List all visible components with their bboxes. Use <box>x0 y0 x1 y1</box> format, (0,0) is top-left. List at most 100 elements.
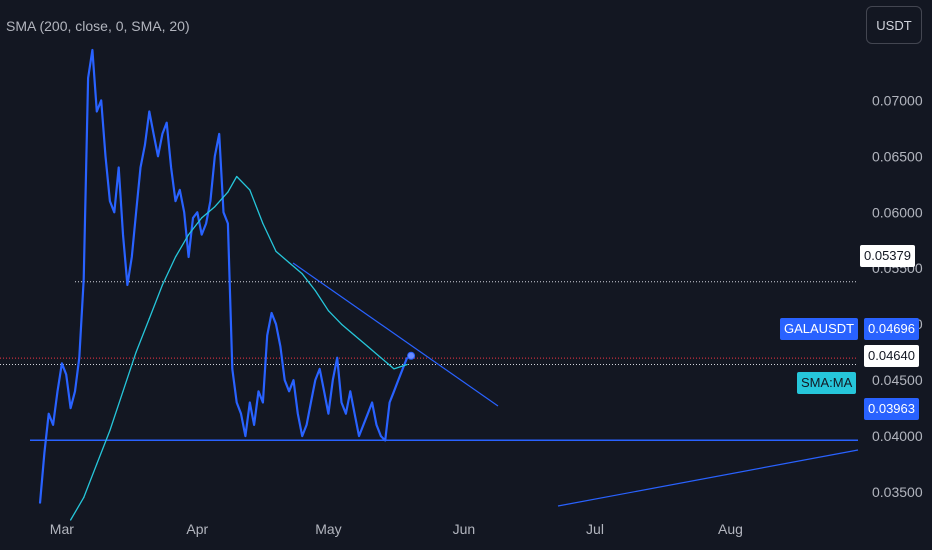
price-point <box>126 284 128 286</box>
price-point <box>336 357 338 359</box>
price-point <box>39 502 41 504</box>
price-point <box>183 211 185 213</box>
price-point <box>139 166 142 169</box>
x-tick-label: Jun <box>453 521 476 537</box>
price-point <box>135 211 137 213</box>
sma-point <box>161 284 163 286</box>
sma-point <box>214 206 216 208</box>
price-point <box>327 413 330 415</box>
price-point <box>227 222 229 225</box>
descending-trendline <box>292 262 499 407</box>
price-point <box>389 401 391 404</box>
y-tick-label: 0.07000 <box>872 92 923 108</box>
x-tick-label: May <box>315 521 341 537</box>
price-point <box>113 211 115 213</box>
price-point <box>305 424 308 426</box>
y-tick-label: 0.06500 <box>872 148 923 164</box>
price-axis: 0.035000.040000.045000.050000.055000.060… <box>872 92 923 500</box>
y-tick-label: 0.06000 <box>872 204 923 220</box>
x-tick-label: Apr <box>186 521 208 537</box>
sma-point <box>340 323 343 325</box>
sma-point <box>227 191 229 193</box>
price-point <box>314 379 316 381</box>
sma-point <box>262 222 264 225</box>
sma-point <box>288 262 290 264</box>
price-point <box>166 122 168 124</box>
price-point <box>262 401 264 404</box>
price-point <box>310 401 312 404</box>
price-point <box>362 424 364 426</box>
drawn-trendlines[interactable] <box>292 262 859 507</box>
sma-point <box>327 310 330 312</box>
price-point <box>402 368 404 370</box>
price-point <box>271 312 273 314</box>
last-price-marker <box>407 351 416 360</box>
price-point <box>201 234 203 236</box>
price-point <box>323 390 325 392</box>
sma-point <box>109 429 111 432</box>
price-point <box>161 133 163 135</box>
price-point <box>52 424 54 426</box>
sma-point <box>96 463 98 465</box>
price-point <box>218 133 220 135</box>
sma-point <box>83 497 85 499</box>
price-point <box>209 200 212 202</box>
price-point <box>240 413 242 415</box>
price-point <box>244 435 246 437</box>
price-point <box>122 234 124 236</box>
price-point <box>83 278 85 281</box>
sma-point <box>236 175 238 178</box>
price-point <box>257 390 260 392</box>
price-point <box>332 379 334 381</box>
price-point <box>157 155 159 157</box>
price-point <box>174 200 177 202</box>
sma-point <box>174 256 177 258</box>
price-point <box>109 200 111 202</box>
price-point <box>205 222 207 225</box>
y-tick-label: 0.03500 <box>872 484 923 500</box>
price-point <box>319 368 321 370</box>
price-point <box>349 390 351 392</box>
price-point <box>153 133 155 135</box>
price-point <box>96 110 98 113</box>
price-point <box>345 413 347 415</box>
sma-point <box>367 345 369 348</box>
x-tick-label: Mar <box>50 521 74 537</box>
price-point <box>61 362 63 364</box>
price-point <box>367 413 369 415</box>
sma-point <box>393 368 395 370</box>
sma-point <box>148 317 150 320</box>
sma-point <box>69 519 72 521</box>
price-point <box>393 390 395 392</box>
sma-series-line <box>70 175 408 521</box>
price-point <box>192 217 194 219</box>
currency-button[interactable]: USDT <box>866 6 922 44</box>
price-series-line <box>38 48 409 504</box>
price-point <box>65 373 67 376</box>
sma-point <box>201 217 203 219</box>
sma-point <box>380 357 382 359</box>
sma-point <box>122 390 124 392</box>
price-point <box>104 155 107 157</box>
price-label-support: 0.03963 <box>864 398 919 420</box>
horizontal-level-lines <box>0 281 858 441</box>
price-point <box>292 379 295 381</box>
sma-point <box>406 363 408 366</box>
price-point <box>358 435 360 437</box>
price-point <box>56 390 59 392</box>
price-point <box>118 166 120 169</box>
indicator-legend[interactable]: SMA (200, close, 0, SMA, 20) <box>6 18 190 34</box>
series-group <box>38 48 416 521</box>
price-point <box>187 256 190 258</box>
price-point <box>87 77 89 79</box>
price-label-sma: 0.04640 <box>864 345 919 367</box>
sma-point <box>187 234 190 236</box>
price-point <box>48 413 50 415</box>
price-point <box>253 424 255 426</box>
sma-point <box>354 334 356 336</box>
price-point <box>297 413 299 415</box>
price-point <box>266 334 268 336</box>
price-point <box>196 211 198 213</box>
price-point <box>179 189 181 191</box>
